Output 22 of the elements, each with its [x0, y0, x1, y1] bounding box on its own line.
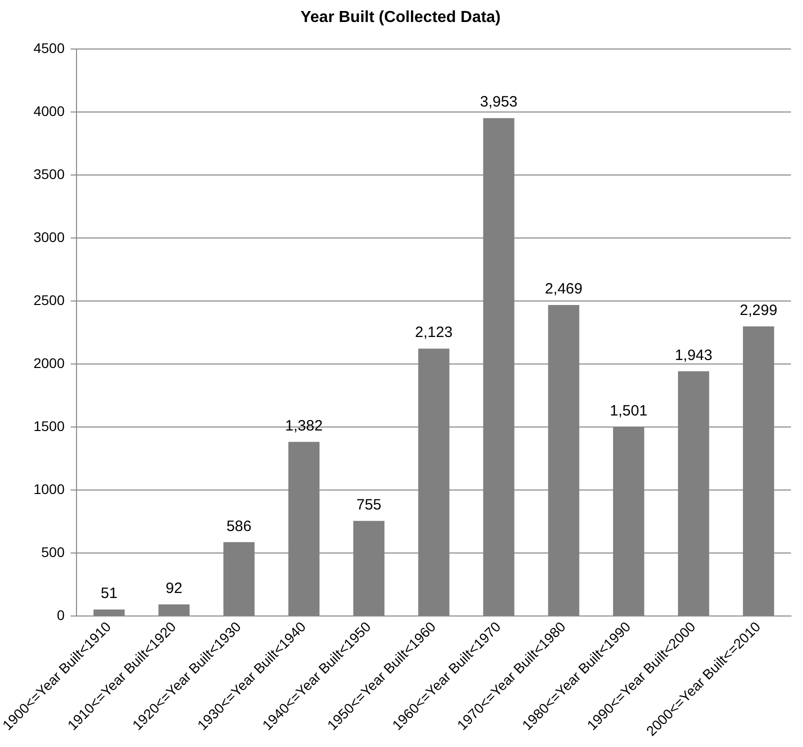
data-label: 92 — [166, 580, 182, 597]
data-label: 1,382 — [285, 418, 323, 435]
y-tick-label: 0 — [56, 606, 65, 623]
data-label: 2,123 — [415, 324, 453, 342]
y-tick-label: 2000 — [33, 354, 65, 371]
y-tick-label: 4500 — [33, 40, 65, 56]
y-tick-label: 2500 — [33, 292, 65, 308]
y-tick-label: 1000 — [33, 480, 65, 497]
chart-title: Year Built (Collected Data) — [300, 9, 501, 26]
data-label: 1,501 — [610, 402, 648, 420]
data-label: 755 — [356, 496, 382, 514]
data-label: 586 — [226, 518, 252, 535]
y-tick-label: 4000 — [33, 103, 65, 120]
data-label: 2,469 — [544, 280, 582, 298]
y-tick-label: 3500 — [33, 166, 65, 182]
data-label: 1,943 — [674, 346, 712, 364]
data-label: 51 — [100, 585, 118, 602]
data-label: 3,953 — [480, 94, 518, 111]
data-label: 2,299 — [740, 302, 778, 320]
y-tick-label: 1500 — [33, 418, 65, 434]
y-tick-label: 500 — [41, 544, 65, 560]
y-tick-label: 3000 — [33, 228, 65, 245]
